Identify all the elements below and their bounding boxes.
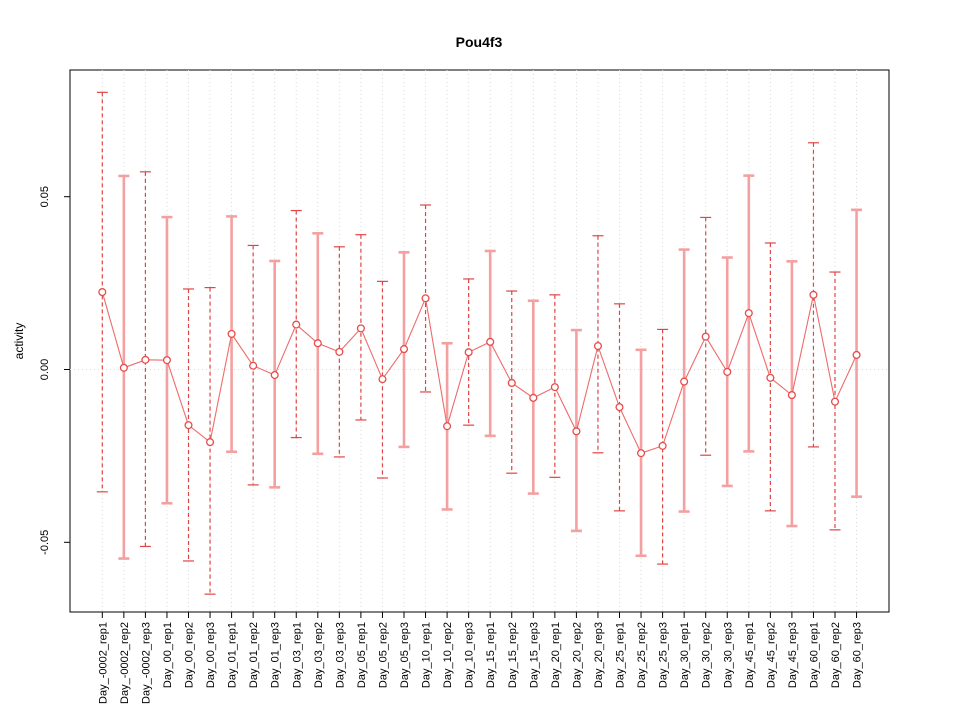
data-point bbox=[723, 367, 732, 376]
axis-ticks bbox=[64, 196, 858, 618]
x-tick-label: Day_15_rep3 bbox=[528, 622, 540, 688]
y-axis-label: activity bbox=[12, 323, 26, 360]
y-tick-label: 0.00 bbox=[39, 359, 51, 380]
error-bars bbox=[96, 91, 863, 595]
x-tick-label: Day_-0002_rep1 bbox=[97, 622, 109, 704]
x-tick-label: Day_05_rep2 bbox=[377, 622, 389, 688]
x-tick-label: Day_01_rep3 bbox=[270, 622, 282, 688]
data-point bbox=[378, 375, 387, 384]
x-tick-label: Day_05_rep3 bbox=[399, 622, 411, 688]
data-point bbox=[313, 339, 322, 348]
y-tick-label: -0.05 bbox=[39, 530, 51, 555]
x-tick-label: Day_20_rep1 bbox=[550, 622, 562, 688]
data-point bbox=[680, 377, 689, 386]
data-point bbox=[615, 403, 624, 412]
data-points bbox=[98, 288, 861, 458]
data-point bbox=[141, 355, 150, 364]
data-point bbox=[787, 391, 796, 400]
x-tick-label: Day_25_rep3 bbox=[658, 622, 670, 688]
data-point bbox=[421, 294, 430, 303]
x-tick-label: Day_30_rep2 bbox=[701, 622, 713, 688]
x-tick-label: Day_20_rep3 bbox=[593, 622, 605, 688]
data-point bbox=[744, 309, 753, 318]
data-point bbox=[227, 329, 236, 338]
data-point bbox=[809, 290, 818, 299]
plot-frame bbox=[69, 69, 890, 613]
x-tick-label: Day_25_rep1 bbox=[615, 622, 627, 688]
x-tick-label: Day_03_rep3 bbox=[334, 622, 346, 688]
data-point bbox=[572, 427, 581, 436]
x-tick-label: Day_45_rep3 bbox=[787, 622, 799, 688]
x-tick-label: Day_00_rep2 bbox=[184, 622, 196, 688]
x-tick-label: Day_00_rep3 bbox=[205, 622, 217, 688]
y-tick-labels: -0.05 0.00 0.05 bbox=[39, 186, 51, 555]
x-tick-label: Day_25_rep2 bbox=[636, 622, 648, 688]
series-line bbox=[101, 291, 858, 454]
gridlines bbox=[70, 70, 889, 612]
x-tick-label: Day_20_rep2 bbox=[571, 622, 583, 688]
data-point bbox=[399, 345, 409, 354]
data-point bbox=[356, 324, 365, 333]
x-tick-labels: Day_-0002_rep1 Day_-0002_rep2 Day_-0002_re… bbox=[97, 622, 863, 704]
x-tick-label: Day_01_rep1 bbox=[227, 622, 239, 688]
series-polyline bbox=[101, 291, 858, 454]
data-point bbox=[270, 370, 279, 380]
data-point bbox=[507, 378, 516, 388]
x-tick-label: Day_30_rep1 bbox=[679, 622, 691, 688]
x-tick-label: Day_30_rep3 bbox=[722, 622, 734, 688]
data-point bbox=[486, 337, 495, 346]
data-point bbox=[852, 350, 861, 360]
data-point bbox=[464, 348, 473, 357]
y-tick-label: 0.05 bbox=[39, 186, 51, 207]
x-tick-label: Day_-0002_rep2 bbox=[119, 622, 131, 704]
data-point bbox=[249, 361, 258, 370]
data-point bbox=[529, 393, 538, 402]
x-tick-label: Day_15_rep1 bbox=[485, 622, 497, 688]
data-point bbox=[119, 363, 128, 372]
x-tick-label: Day_10_rep2 bbox=[442, 622, 454, 688]
x-tick-label: Day_05_rep1 bbox=[356, 622, 368, 688]
x-tick-label: Day_45_rep2 bbox=[765, 622, 777, 688]
data-point bbox=[184, 421, 193, 430]
x-tick-label: Day_60_rep3 bbox=[852, 622, 864, 688]
data-point bbox=[550, 383, 559, 392]
data-point bbox=[593, 341, 602, 351]
x-tick-label: Day_10_rep3 bbox=[464, 622, 476, 688]
data-point bbox=[766, 373, 775, 382]
x-tick-label: Day_-0002_rep3 bbox=[140, 622, 152, 704]
x-tick-label: Day_15_rep2 bbox=[507, 622, 519, 688]
data-point bbox=[292, 320, 301, 329]
data-point bbox=[443, 422, 452, 431]
x-tick-label: Day_45_rep1 bbox=[744, 622, 756, 688]
x-tick-label: Day_03_rep2 bbox=[313, 622, 325, 688]
data-point bbox=[206, 438, 215, 447]
chart-title: Pou4f3 bbox=[456, 34, 503, 50]
x-tick-label: Day_60_rep1 bbox=[808, 622, 820, 688]
x-tick-label: Day_10_rep1 bbox=[421, 622, 433, 688]
data-point bbox=[98, 288, 107, 297]
data-point bbox=[636, 449, 646, 458]
data-point bbox=[658, 441, 667, 450]
x-tick-label: Day_03_rep1 bbox=[291, 622, 303, 688]
data-point bbox=[162, 356, 172, 365]
x-tick-label: Day_60_rep2 bbox=[830, 622, 842, 688]
data-point bbox=[830, 397, 840, 406]
data-point bbox=[701, 332, 710, 341]
x-tick-label: Day_00_rep1 bbox=[162, 622, 174, 688]
x-tick-label: Day_01_rep2 bbox=[248, 622, 260, 688]
data-point bbox=[335, 347, 344, 356]
